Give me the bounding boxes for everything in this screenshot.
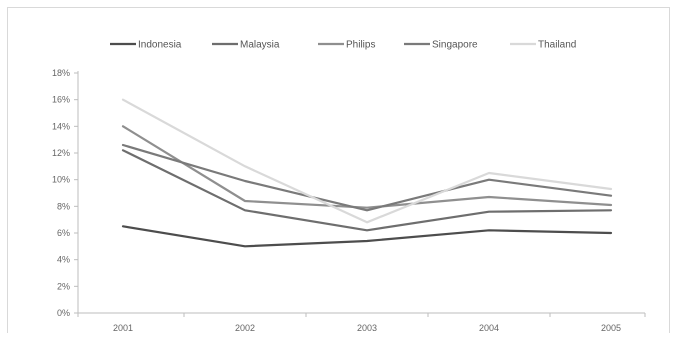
- x-tick-label: 2001: [113, 323, 133, 333]
- y-tick-label: 4%: [57, 255, 70, 265]
- legend-label: Malaysia: [240, 40, 280, 51]
- legend-item-thailand: Thailand: [510, 40, 576, 51]
- x-tick-label: 2005: [601, 323, 621, 333]
- x-axis: 2001 2002 2003 2004 2005: [77, 312, 646, 333]
- y-tick-label: 0%: [57, 308, 70, 318]
- legend-item-singapore: Singapore: [404, 40, 478, 51]
- chart-frame: [7, 7, 670, 333]
- legend-label: Philips: [346, 40, 375, 51]
- y-axis: 0% 2% 4% 6% 8% 10% 12% 14% 16% 18%: [52, 68, 79, 318]
- y-tick-label: 12%: [52, 148, 70, 158]
- series-line-malaysia: [121, 149, 613, 232]
- series-line-indonesia: [121, 225, 613, 248]
- legend-item-malaysia: Malaysia: [212, 40, 280, 51]
- y-tick-label: 2%: [57, 281, 70, 291]
- series-line-singapore: [121, 143, 613, 212]
- legend-label: Singapore: [432, 40, 478, 51]
- x-tick-label: 2004: [479, 323, 499, 333]
- legend-item-indonesia: Indonesia: [110, 40, 182, 51]
- series-line-philips: [121, 125, 613, 209]
- legend-label: Indonesia: [138, 40, 182, 51]
- y-tick-label: 6%: [57, 228, 70, 238]
- legend-label: Thailand: [538, 40, 576, 51]
- series-layer: [121, 98, 613, 248]
- y-tick-label: 16%: [52, 95, 70, 105]
- y-tick-label: 18%: [52, 68, 70, 78]
- y-tick-label: 8%: [57, 201, 70, 211]
- legend-item-philips: Philips: [318, 40, 375, 51]
- series-line-thailand: [121, 98, 613, 224]
- x-tick-label: 2002: [235, 323, 255, 333]
- y-tick-label: 14%: [52, 121, 70, 131]
- y-tick-label: 10%: [52, 175, 70, 185]
- legend: Indonesia Malaysia Philips Singapore Thailan…: [110, 40, 576, 51]
- x-tick-label: 2003: [357, 323, 377, 333]
